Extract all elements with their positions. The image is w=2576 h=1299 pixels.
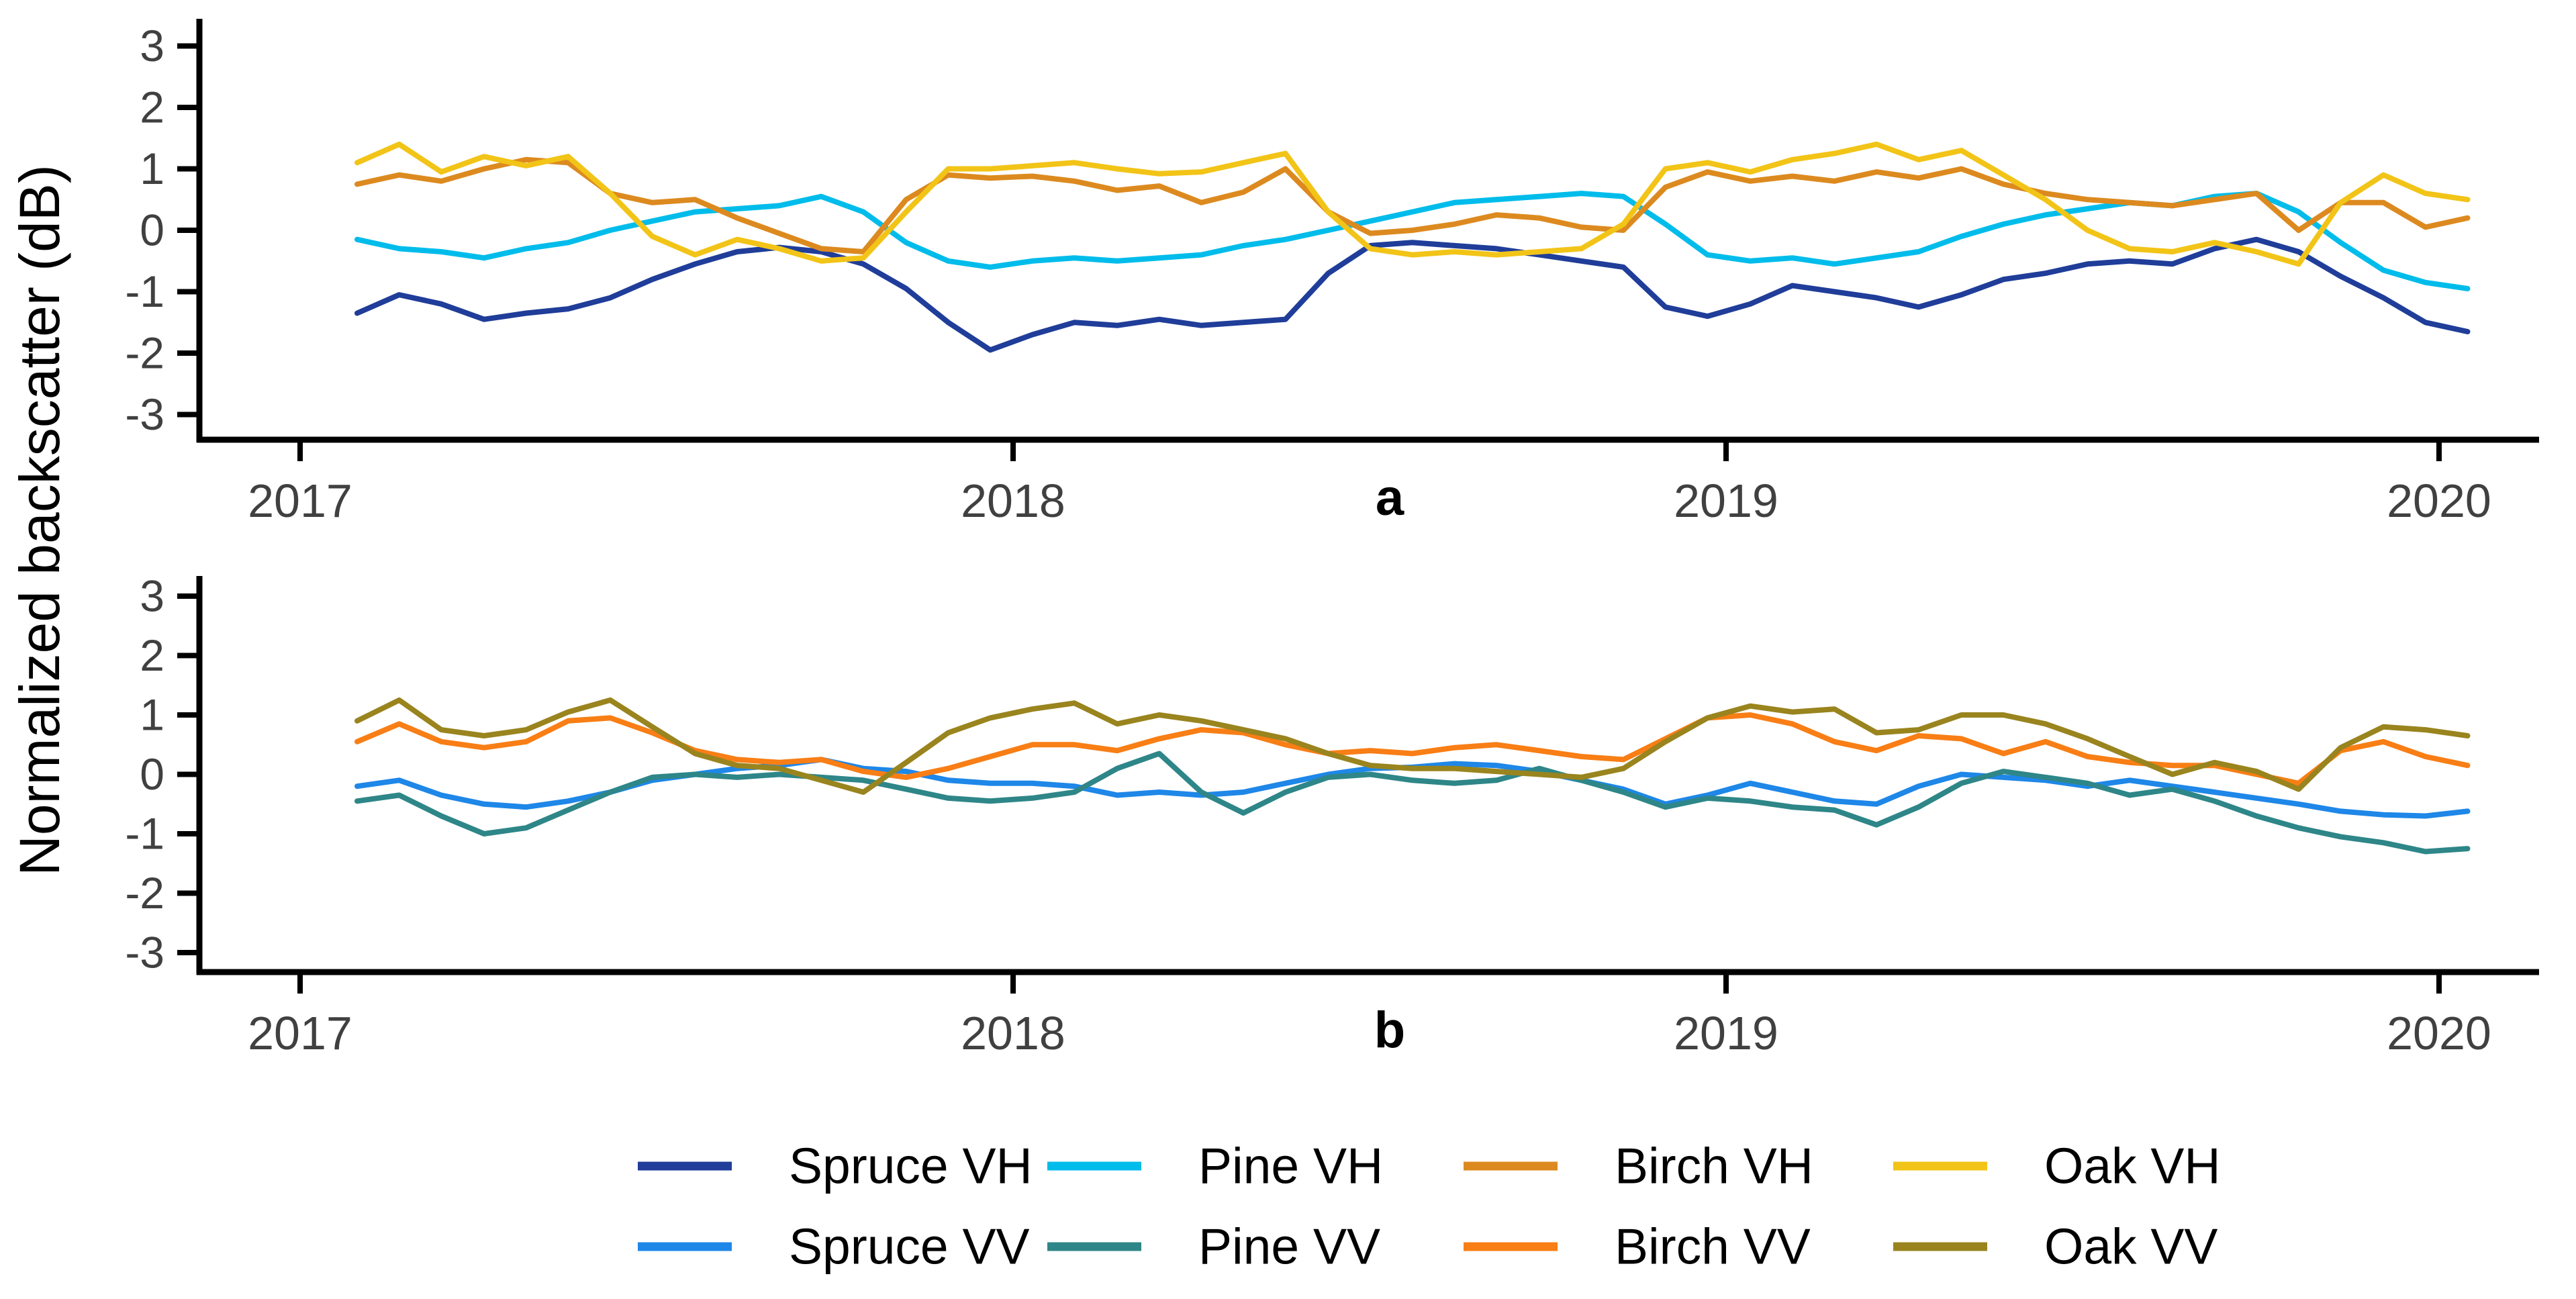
legend-label-spruce-vh: Spruce VH [789,1138,1033,1194]
legend-label-birch-vv: Birch VV [1615,1218,1811,1275]
y-tick-label: -1 [125,267,164,316]
y-tick-label: 1 [140,689,164,739]
y-tick-label: 2 [140,630,164,680]
legend-label-oak-vh: Oak VH [2044,1138,2221,1194]
panel-letter-b: b [1374,1002,1405,1059]
y-tick-label: -3 [125,927,164,977]
series-line-oak-vv [354,697,2471,795]
y-tick-label: -2 [125,868,164,918]
x-tick-label: 2019 [1674,475,1778,527]
series-line-birch-vh [354,156,2471,254]
series-line-birch-vv [354,712,2471,786]
panel-b: 3 2 1 0 -1 -2 -3 2017 2018 2019 2020 b [125,571,2539,1059]
y-tick-label: 3 [140,571,164,620]
y-tick-label: 0 [140,749,164,799]
y-tick-label: 3 [140,21,164,70]
x-tick-label: 2020 [2387,1007,2491,1059]
legend-label-spruce-vv: Spruce VV [789,1218,1030,1275]
y-tick-label: 0 [140,205,164,254]
legend-label-birch-vh: Birch VH [1615,1138,1813,1194]
x-tick-label: 2017 [248,1007,352,1059]
x-tick-label: 2018 [961,475,1065,527]
y-tick-label: -3 [125,389,164,439]
y-tick-label: 1 [140,144,164,193]
x-tick-label: 2018 [961,1007,1065,1059]
legend-label-pine-vh: Pine VH [1198,1138,1383,1194]
y-tick-label: -2 [125,328,164,377]
series-line-spruce-vh [354,236,2471,353]
series-line-pine-vv [354,751,2471,855]
legend-label-oak-vv: Oak VV [2044,1218,2217,1275]
legend: Spruce VH Pine VH Birch VH Oak VH Spruce VV P… [638,1138,2221,1275]
y-axis-title: Normalized backscatter (dB) [8,164,71,876]
y-tick-label: 2 [140,82,164,132]
series-line-pine-vh [354,191,2471,291]
panel-letter-a: a [1376,469,1404,526]
legend-label-pine-vv: Pine VV [1198,1218,1380,1275]
x-tick-label: 2017 [248,475,352,527]
x-tick-label: 2020 [2387,475,2491,527]
panel-a: 3 2 1 0 -1 -2 -3 2017 2018 2019 2020 a [125,19,2539,527]
y-tick-label: -1 [125,808,164,858]
series-line-oak-vh [354,141,2471,267]
x-tick-label: 2019 [1674,1007,1778,1059]
